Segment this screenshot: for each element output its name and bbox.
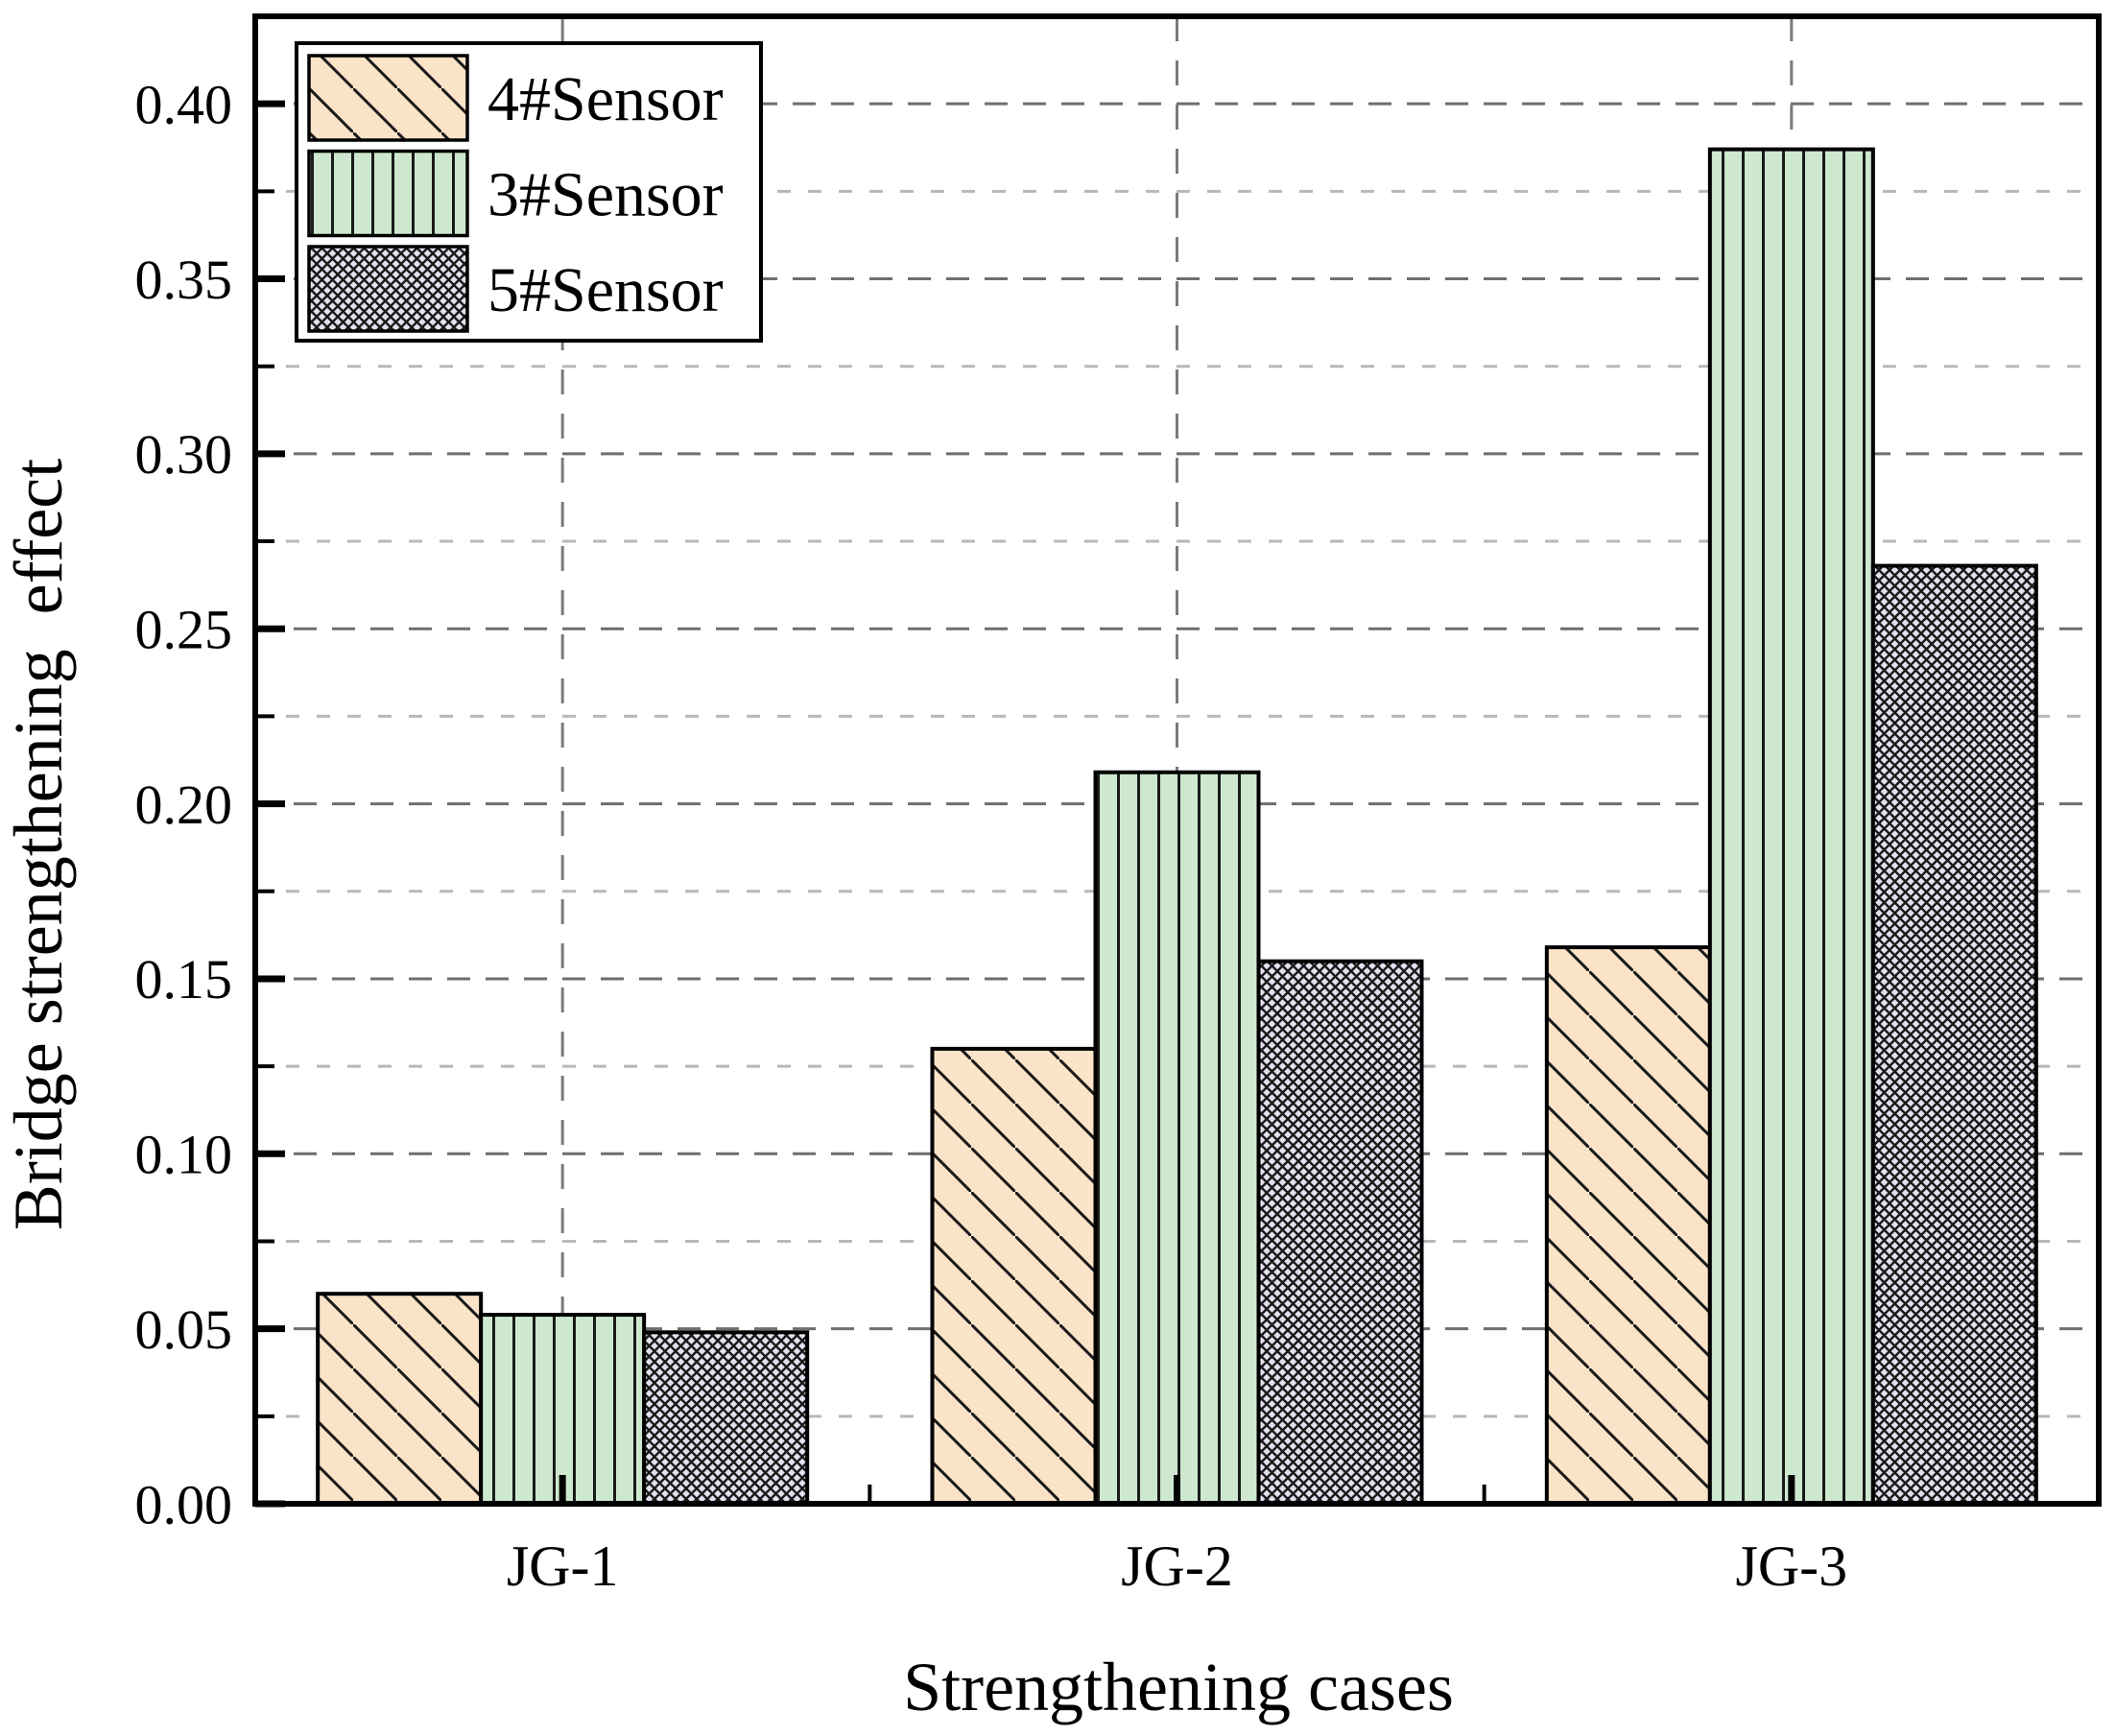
- legend-label: 5#Sensor: [487, 255, 724, 325]
- bar-3Sensor-JG-2: [1093, 770, 1261, 1506]
- bar-5Sensor-JG-3: [1870, 563, 2038, 1506]
- y-tick-label: 0.15: [135, 948, 233, 1011]
- legend-swatch-4Sensor: [307, 54, 469, 142]
- bar-4Sensor-JG-1: [316, 1292, 484, 1507]
- legend-label: 3#Sensor: [487, 160, 724, 230]
- y-tick-label: 0.20: [135, 773, 233, 836]
- bar-5Sensor-JG-1: [642, 1330, 810, 1506]
- y-tick-label: 0.05: [135, 1298, 233, 1361]
- x-category-label: JG-2: [1121, 1534, 1233, 1598]
- legend-label: 4#Sensor: [487, 64, 724, 134]
- bars-layer: [316, 147, 2038, 1507]
- y-tick-label: 0.35: [135, 249, 233, 311]
- y-tick-label: 0.00: [135, 1473, 233, 1535]
- bar-3Sensor-JG-1: [479, 1313, 647, 1507]
- x-category-label: JG-3: [1735, 1534, 1847, 1598]
- bar-3Sensor-JG-3: [1707, 147, 1875, 1506]
- y-tick-label: 0.30: [135, 423, 233, 486]
- labels-layer: 0.00 0.05 0.10 0.15 0.20 0.25 0.30 0.35 0.40 JG-1…: [135, 73, 1848, 1598]
- legend-swatch-3Sensor: [307, 149, 469, 238]
- y-tick-label: 0.40: [135, 73, 233, 135]
- y-axis-title: Bridge strengthening effect: [0, 459, 77, 1230]
- legend-swatch-5Sensor: [307, 245, 469, 333]
- axes-layer: [252, 13, 2102, 1508]
- y-tick-label: 0.25: [135, 599, 233, 661]
- y-tick-label: 0.10: [135, 1124, 233, 1186]
- bar-4Sensor-JG-3: [1544, 945, 1712, 1506]
- bar-5Sensor-JG-2: [1256, 959, 1424, 1506]
- bar-4Sensor-JG-2: [930, 1046, 1098, 1506]
- x-category-label: JG-1: [507, 1534, 619, 1598]
- x-axis-title: Strengthening cases: [903, 1649, 1454, 1725]
- legend-layer: 4#Sensor 3#Sensor 5#Sensor: [295, 41, 763, 343]
